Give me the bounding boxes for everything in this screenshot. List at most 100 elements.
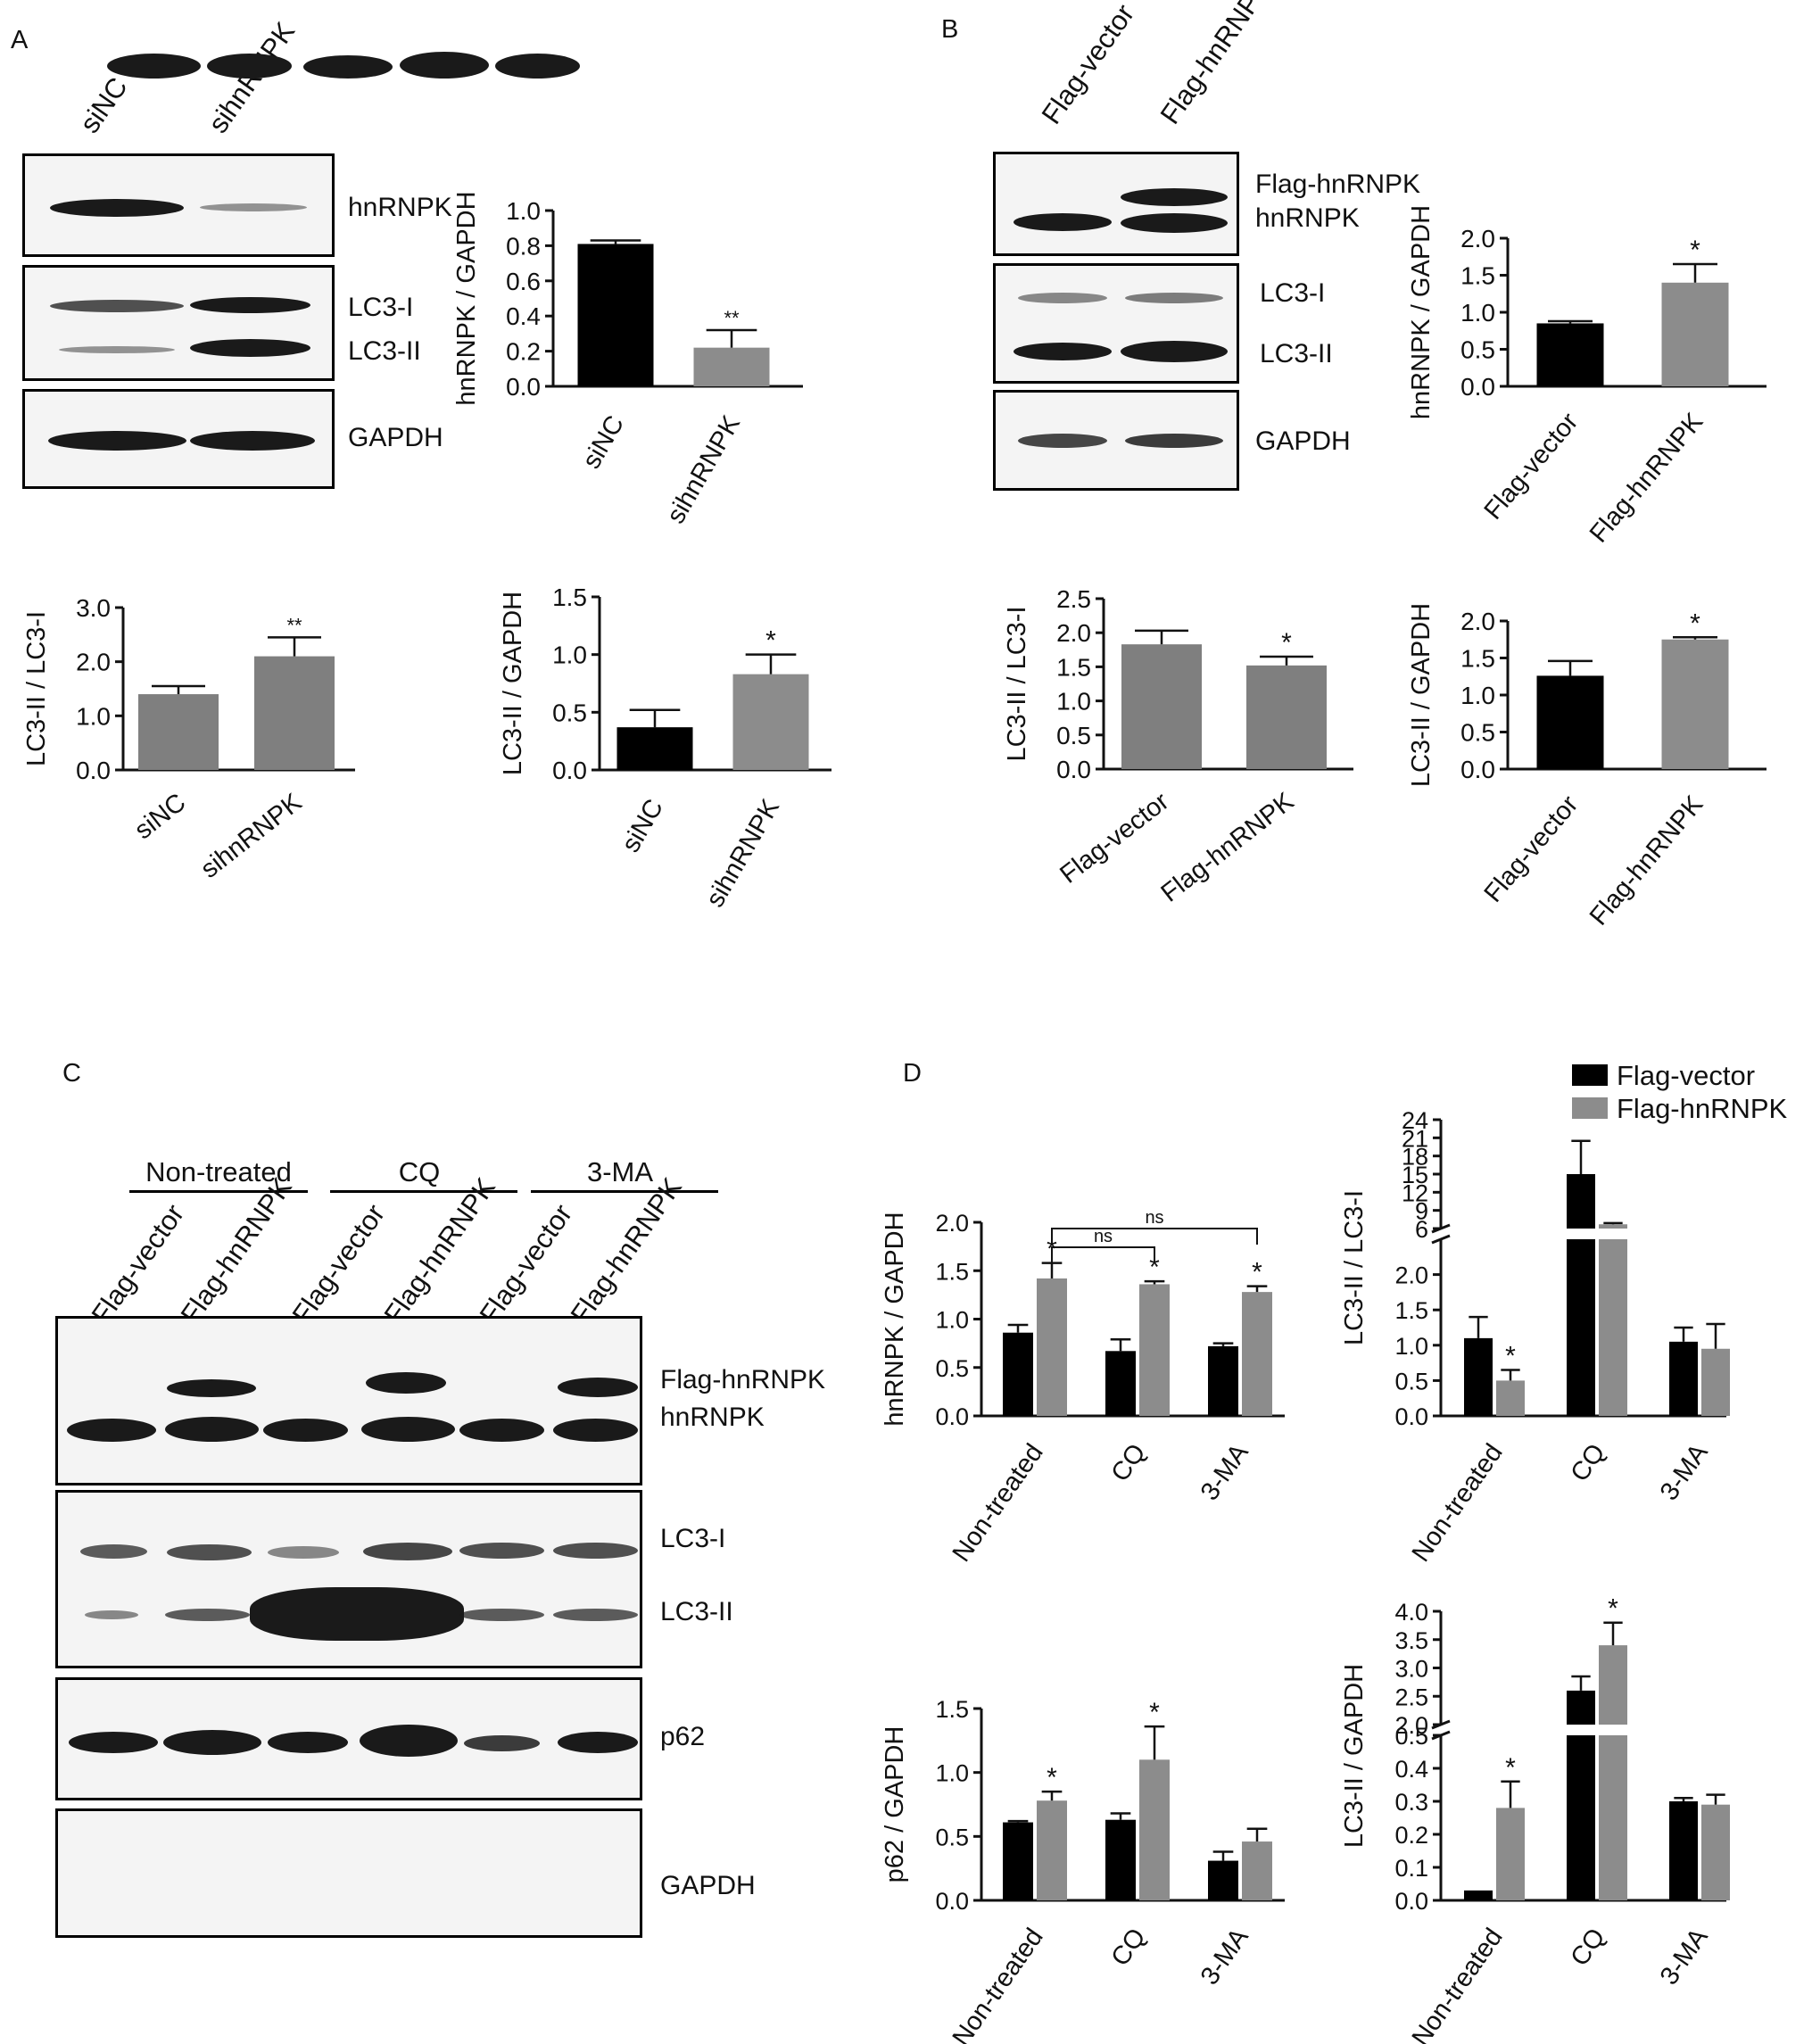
- y-tick-label: 0.5: [552, 699, 587, 726]
- y-tick-label: 0.5: [1460, 336, 1495, 364]
- y-tick-label: 1.5: [935, 1696, 969, 1723]
- blot-box-lc3: [22, 265, 335, 381]
- treatment-label: 3-MA: [586, 1156, 654, 1188]
- y-axis-label: LC3-II / GAPDH: [499, 592, 527, 775]
- bar: [1567, 1690, 1595, 1900]
- y-tick-label: 0.1: [1394, 1855, 1428, 1882]
- x-tick-label: siNC: [129, 788, 191, 845]
- chart-d1: 0.0 0.5 1.0 1.5 2.0 hnRNPK / GAPDH Non-treated…: [881, 1208, 1285, 1567]
- y-tick-label: 2.0: [935, 1210, 969, 1237]
- y-axis-label: hnRNPK / GAPDH: [1407, 205, 1436, 419]
- ns-label: ns: [1094, 1227, 1113, 1246]
- y-tick-label: 21: [1402, 1125, 1428, 1152]
- y-tick-label: 0.0: [1056, 756, 1091, 783]
- panel-label-d: D: [903, 1059, 922, 1088]
- y-tick-label: 4.0: [1394, 1599, 1428, 1626]
- significance-mark: *: [1608, 1594, 1618, 1624]
- y-tick-label: 15: [1402, 1162, 1428, 1188]
- x-tick-label: Flag-hnRNPK: [1584, 790, 1709, 931]
- bar: [1661, 639, 1729, 769]
- y-tick-label: 2.0: [1056, 619, 1091, 647]
- x-tick-label: sihnRNPK: [195, 788, 308, 884]
- chart-a2: 0.0 1.0 2.0 3.0 LC3-II / LC3-I siNC sihnRNPK **: [22, 594, 355, 884]
- y-tick-label: 2.0: [1460, 608, 1495, 635]
- bar: [732, 674, 809, 770]
- bar-break-gap: [1598, 1725, 1628, 1735]
- y-tick-label: 1.0: [552, 641, 587, 669]
- bar-break-gap: [1566, 1229, 1596, 1239]
- bar: [1496, 1808, 1525, 1900]
- y-tick-label: 0.0: [552, 757, 587, 784]
- y-tick-label: 3.5: [1394, 1627, 1428, 1654]
- bar: [1496, 1380, 1525, 1416]
- blot-label: LC3-I: [660, 1524, 726, 1553]
- bar-break-gap: [1598, 1229, 1628, 1239]
- y-tick-label: 1.0: [1056, 688, 1091, 716]
- blot-label: hnRNPK: [660, 1403, 765, 1432]
- significance-mark: *: [1252, 1258, 1262, 1287]
- legend-swatch: [1572, 1064, 1608, 1086]
- blot-label: hnRNPK: [1255, 203, 1360, 233]
- chart-b1: 0.0 0.5 1.0 1.5 2.0 hnRNPK / GAPDH Flag-vector…: [1407, 205, 1766, 549]
- bar-break-gap: [1566, 1725, 1596, 1735]
- bar: [693, 347, 770, 386]
- y-tick-label: 1.0: [935, 1307, 969, 1334]
- blot-box-hnrnpk: [22, 153, 335, 257]
- bar: [1669, 1341, 1698, 1416]
- y-tick-label: 1.0: [76, 702, 111, 730]
- y-tick-label: 1.5: [552, 583, 587, 611]
- x-tick-label: Non-treated: [1407, 1924, 1509, 2044]
- x-tick-label: CQ: [1566, 1439, 1611, 1487]
- bar: [577, 244, 654, 386]
- y-tick-label: 2.5: [1056, 585, 1091, 613]
- y-tick-label: 1.5: [1056, 653, 1091, 681]
- blot-label: p62: [660, 1722, 706, 1751]
- blot-box-gapdh: [993, 390, 1239, 491]
- legend-label: Flag-hnRNPK: [1617, 1093, 1788, 1124]
- y-tick-label: 0.0: [1460, 756, 1495, 783]
- y-tick-label: 0.0: [1394, 1403, 1428, 1430]
- bar: [1003, 1822, 1033, 1900]
- bar: [1464, 1890, 1493, 1900]
- significance-mark: **: [724, 307, 740, 329]
- bar: [138, 694, 219, 770]
- bar: [1246, 665, 1327, 769]
- blot-box-p62: [55, 1677, 642, 1800]
- significance-mark: *: [1505, 1342, 1516, 1371]
- significance-mark: *: [765, 626, 776, 656]
- y-tick-label: 0.0: [1394, 1888, 1428, 1915]
- treatment-label: CQ: [398, 1156, 441, 1188]
- bar: [1105, 1351, 1136, 1416]
- blot-label: LC3-I: [348, 293, 414, 322]
- blot-label: LC3-II: [1260, 339, 1333, 368]
- bar: [1599, 1645, 1627, 1900]
- y-axis-label: LC3-II / GAPDH: [1407, 603, 1436, 787]
- significance-mark: *: [1047, 1763, 1057, 1792]
- y-tick-label: 1.0: [1460, 682, 1495, 709]
- x-tick-label: sihnRNPK: [700, 794, 785, 912]
- significance-mark: *: [1690, 608, 1700, 638]
- significance-mark: *: [1505, 1753, 1516, 1783]
- x-tick-label: 3-MA: [1196, 1923, 1254, 1990]
- blot-box-hnrnpk: [993, 152, 1239, 256]
- bar: [1669, 1801, 1698, 1900]
- y-tick-label: 1.0: [1460, 299, 1495, 327]
- x-tick-label: Flag-hnRNPK: [1584, 407, 1709, 548]
- bar: [1701, 1804, 1730, 1900]
- y-tick-label: 0.2: [1394, 1822, 1428, 1849]
- blot-box-lc3: [55, 1490, 642, 1668]
- y-tick-label: 0.0: [1460, 373, 1495, 401]
- chart-a3: 0.0 0.5 1.0 1.5 LC3-II / GAPDH siNC sihnRNPK *: [499, 583, 832, 912]
- x-tick-label: CQ: [1566, 1924, 1611, 1972]
- y-tick-label: 6: [1415, 1216, 1428, 1243]
- bar: [1208, 1345, 1238, 1416]
- blot-label: GAPDH: [660, 1871, 756, 1900]
- y-axis-label: LC3-II / LC3-I: [22, 611, 51, 766]
- treatment-label: Non-treated: [145, 1156, 292, 1188]
- x-tick-label: siNC: [577, 411, 630, 474]
- y-tick-label: 0.8: [506, 232, 541, 260]
- x-tick-label: sihnRNPK: [661, 410, 746, 528]
- x-tick-label: 3-MA: [1196, 1438, 1254, 1506]
- y-axis-label: hnRNPK / GAPDH: [452, 191, 481, 405]
